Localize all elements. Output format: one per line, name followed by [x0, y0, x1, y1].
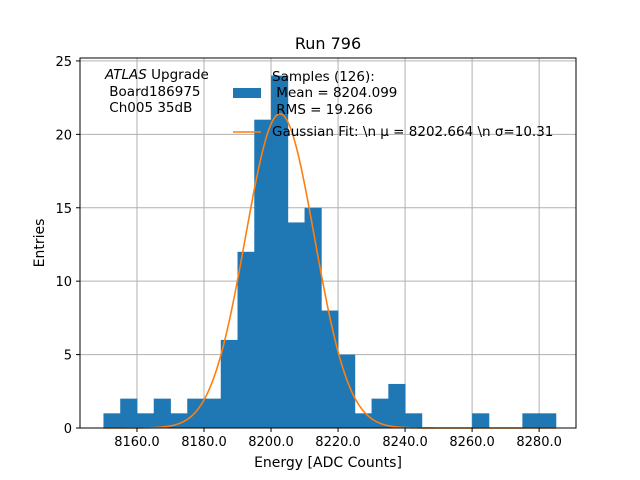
histogram-bar — [304, 207, 322, 428]
y-tick-label: 15 — [55, 202, 72, 217]
annotation-board: Board186975 — [105, 84, 201, 100]
y-axis-ticks: 0 5 10 15 20 25 — [55, 55, 80, 437]
x-tick-label: 8260.0 — [449, 435, 495, 450]
histogram-bars — [103, 75, 557, 429]
histogram-bar — [354, 413, 372, 428]
chart-title: Run 796 — [295, 34, 361, 53]
histogram-bar — [136, 413, 155, 428]
histogram-bar — [237, 251, 255, 428]
plot-frame — [79, 57, 577, 429]
legend-hist-line-1: Samples (126): — [272, 69, 375, 85]
x-tick-label: 8160.0 — [114, 435, 160, 450]
histogram-bar — [287, 222, 305, 428]
histogram-bar — [153, 398, 171, 428]
histogram-bar — [522, 413, 540, 428]
y-axis-label: Entries — [32, 219, 48, 268]
histogram-bar — [338, 354, 356, 428]
x-axis-ticks: 8160.0 8180.0 8200.0 8220.0 8240.0 8260.0 8280… — [114, 428, 562, 450]
annotation-italic: ATLAS — [104, 67, 147, 83]
x-axis-label: Energy [ADC Counts] — [254, 455, 402, 471]
y-tick-label: 0 — [64, 422, 72, 437]
x-tick-label: 8200.0 — [248, 435, 294, 450]
histogram-bar — [254, 119, 272, 429]
histogram-bar — [103, 413, 121, 428]
x-tick-label: 8180.0 — [181, 435, 227, 450]
histogram-bar — [204, 398, 222, 428]
legend-hist-swatch — [233, 88, 261, 98]
histogram-bar — [405, 413, 423, 428]
y-tick-label: 10 — [55, 275, 72, 290]
x-tick-label: 8280.0 — [516, 435, 562, 450]
legend: Samples (126): Mean = 8204.099 RMS = 19.… — [233, 69, 553, 140]
histogram-bar — [271, 75, 289, 428]
legend-fit-label: Gaussian Fit: \n μ = 8202.664 \n σ=10.31 — [272, 124, 553, 140]
x-tick-label: 8240.0 — [382, 435, 428, 450]
y-tick-label: 20 — [55, 128, 72, 143]
y-tick-label: 5 — [64, 349, 72, 364]
histogram-bar — [388, 383, 406, 428]
svg-text:ATLAS Upgrade: ATLAS Upgrade — [104, 67, 209, 83]
histogram-bar — [220, 339, 238, 428]
legend-hist-line-2: Mean = 8204.099 — [272, 85, 397, 101]
x-tick-label: 8220.0 — [315, 435, 361, 450]
histogram-bar — [120, 398, 138, 428]
histogram-bar — [472, 413, 490, 428]
annotation-channel: Ch005 35dB — [105, 100, 192, 116]
annotation-rest: Upgrade — [147, 67, 209, 83]
histogram-bar — [539, 413, 557, 428]
legend-hist-line-3: RMS = 19.266 — [272, 102, 373, 118]
atlas-annotation: ATLAS Upgrade Board186975 Ch005 35dB — [104, 67, 209, 116]
y-tick-label: 25 — [55, 55, 72, 70]
histogram-bar — [321, 310, 339, 428]
